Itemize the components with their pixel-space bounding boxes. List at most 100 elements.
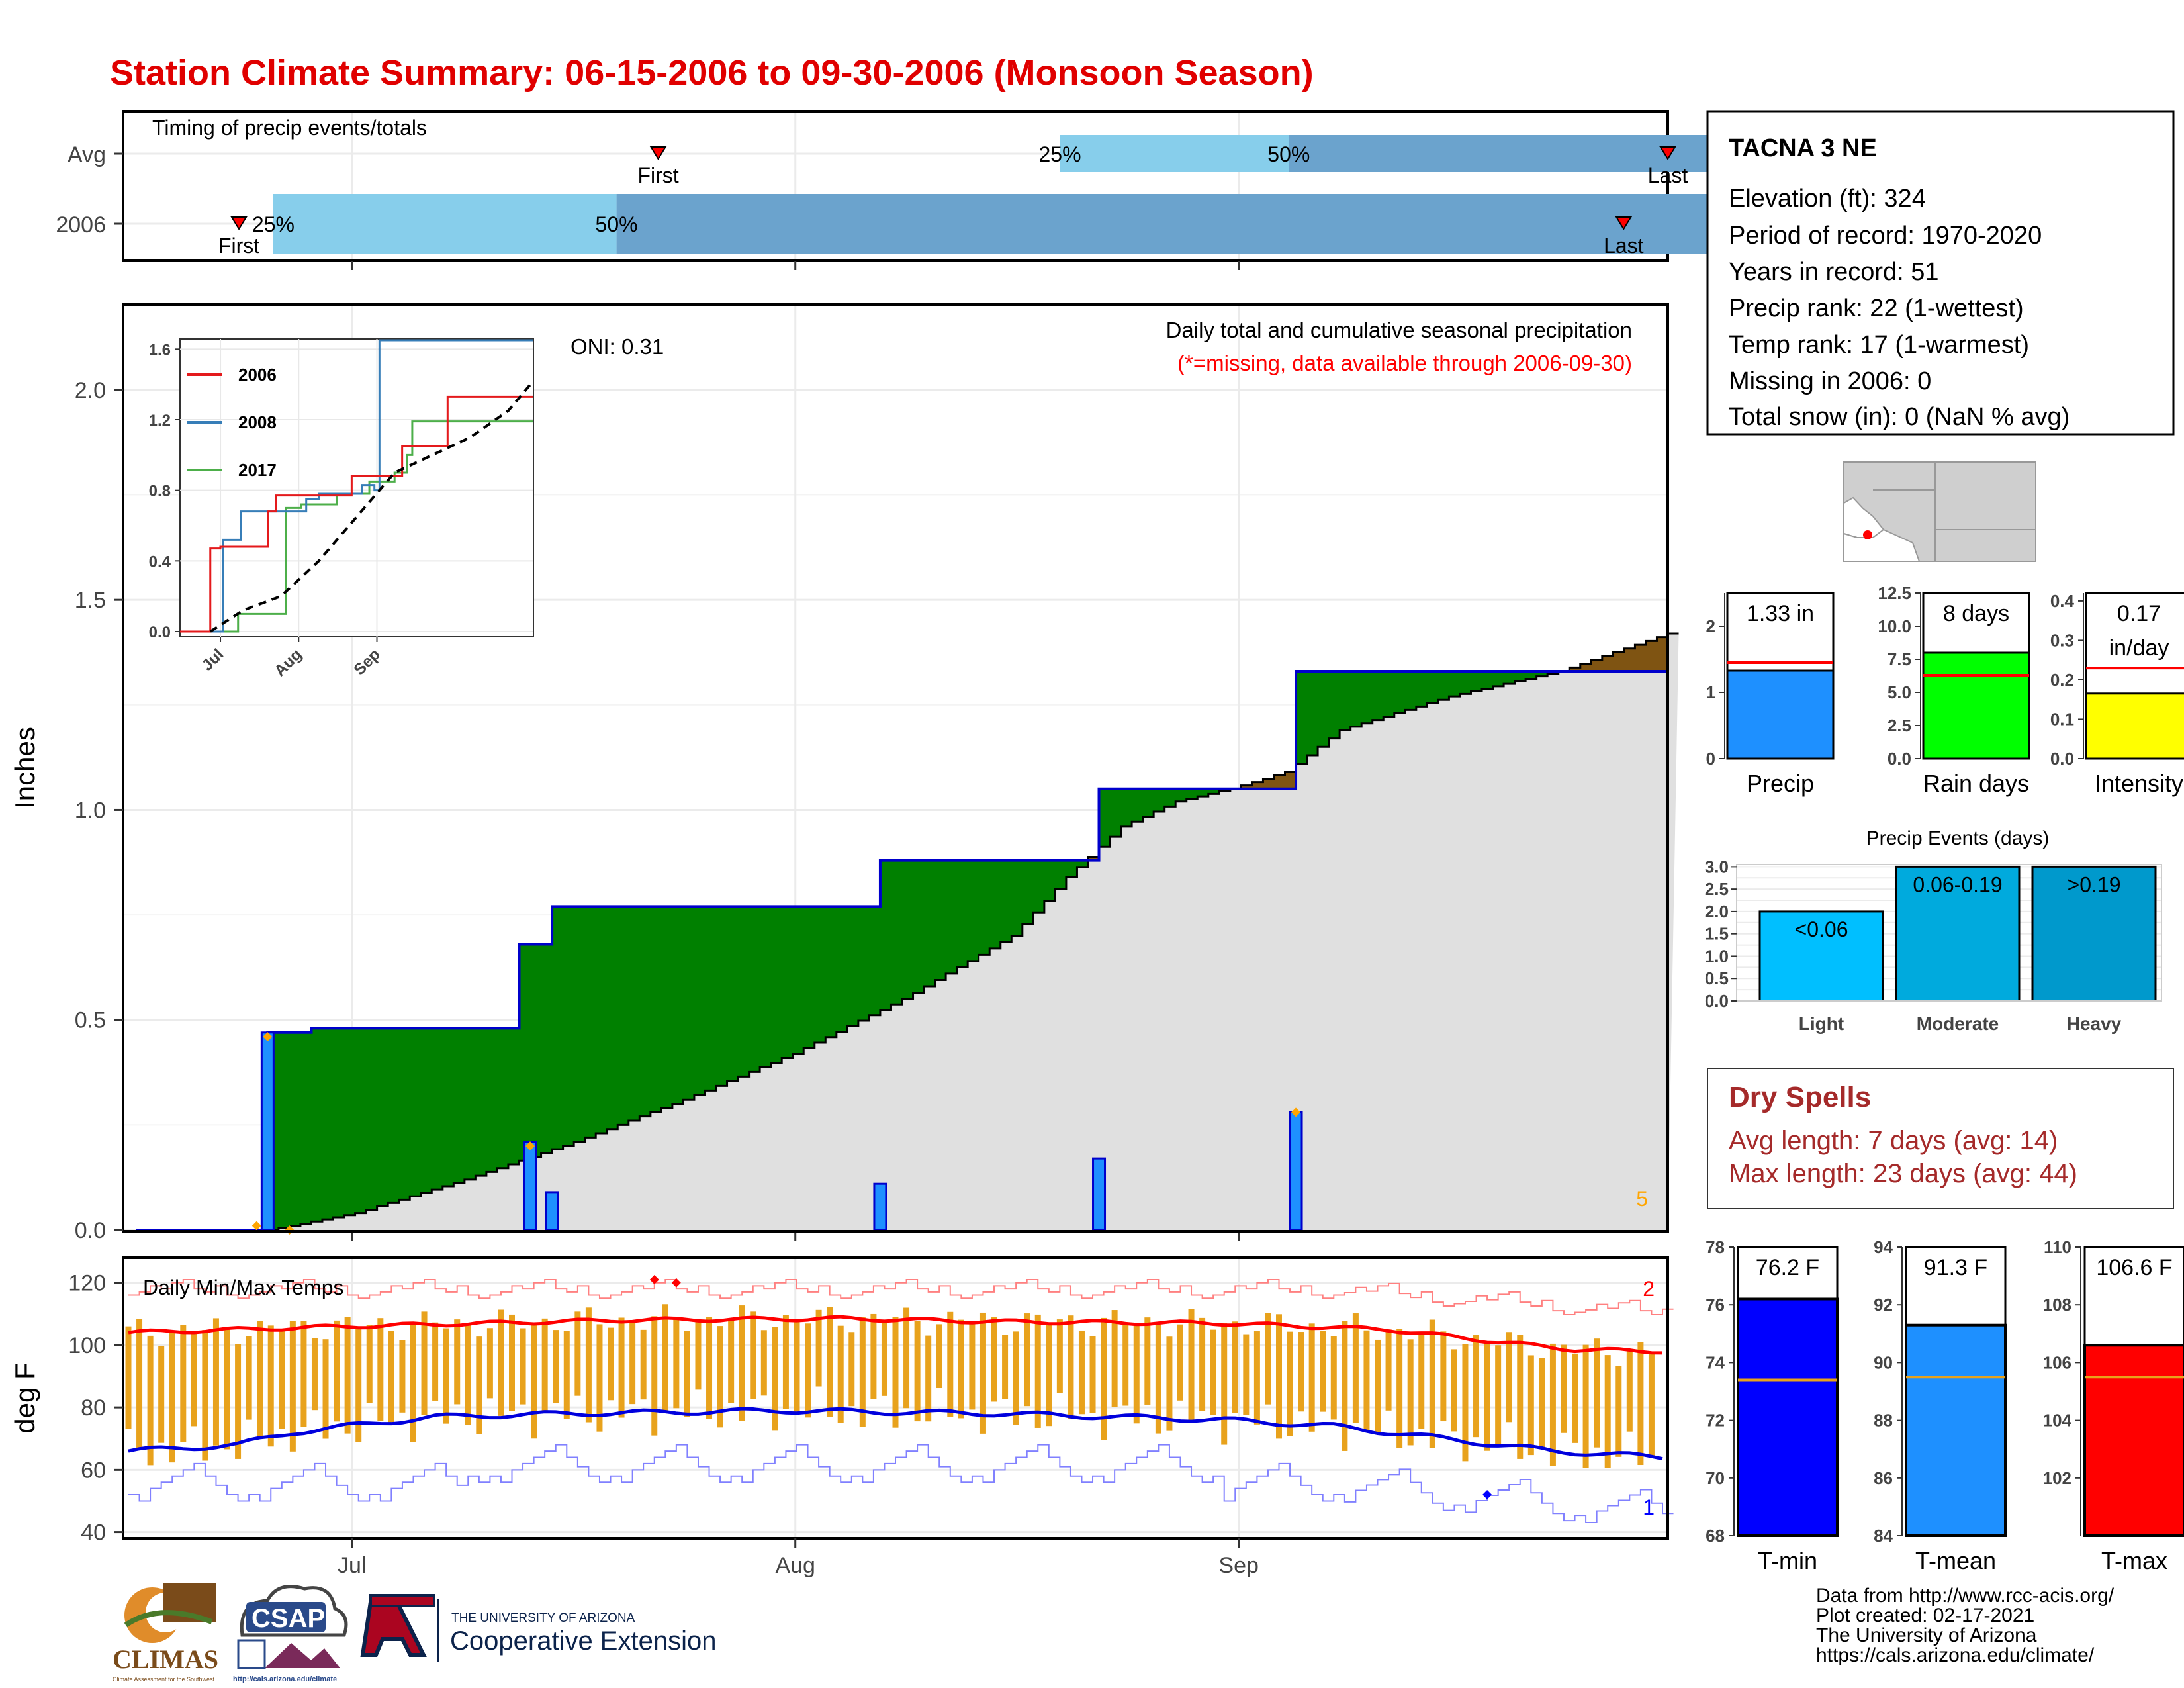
daily-temp-bar bbox=[355, 1328, 362, 1442]
station-snow: Total snow (in): 0 (NaN % avg) bbox=[1729, 403, 2070, 431]
temp-summary-tick-label: 88 bbox=[1874, 1411, 1893, 1430]
daily-temp-bar bbox=[1429, 1319, 1435, 1448]
daily-temp-bar bbox=[443, 1328, 449, 1424]
daily-temp-bar bbox=[979, 1312, 986, 1434]
daily-temp-bar bbox=[1561, 1344, 1567, 1433]
chart-title: Station Climate Summary: 06-15-2006 to 0… bbox=[110, 53, 1314, 93]
footer-url: https://cals.arizona.edu/climate/ bbox=[1816, 1644, 2095, 1666]
daily-temp-bar bbox=[1330, 1336, 1337, 1420]
timing-last-marker bbox=[1659, 146, 1676, 160]
precip-tick-label: 0 bbox=[1706, 749, 1715, 769]
precip-tick-label: 2 bbox=[1706, 616, 1715, 636]
temp-x-tick-label: Jul bbox=[338, 1553, 366, 1578]
timing-bar-50-75 bbox=[616, 194, 1747, 254]
daily-temp-bar bbox=[596, 1324, 603, 1432]
daily-temp-bar bbox=[1232, 1321, 1238, 1413]
rain_days-value-label: 8 days bbox=[1943, 601, 2009, 626]
precip-y-tick-label: 0.5 bbox=[75, 1008, 106, 1033]
daily-temp-bar bbox=[1221, 1323, 1228, 1445]
daily-precip-bar bbox=[1289, 1111, 1303, 1231]
events-y-tick-label: 0.5 bbox=[1705, 968, 1729, 988]
daily-temp-bar bbox=[1582, 1344, 1589, 1468]
events-category-label: Heavy bbox=[2067, 1013, 2122, 1034]
daily-temp-bar bbox=[1188, 1309, 1195, 1423]
precip-events-panel: Precip Events (days) <0.06 Light 0.06-0.19… bbox=[1705, 827, 2162, 1034]
intensity-tick-label: 0.2 bbox=[2050, 670, 2074, 690]
tmax-record-marker bbox=[671, 1278, 681, 1288]
temps-y-axis-title: deg F bbox=[9, 1362, 40, 1433]
daily-temp-bar bbox=[476, 1336, 482, 1434]
precip-category-label: Precip bbox=[1747, 770, 1814, 797]
daily-temp-bar bbox=[739, 1305, 745, 1421]
daily-temp-bar bbox=[235, 1344, 242, 1459]
daily-temp-bar bbox=[1484, 1342, 1490, 1451]
ua-logo: THE UNIVERSITY OF ARIZONA Cooperative Ex… bbox=[360, 1594, 716, 1662]
events-bar-moderate bbox=[1895, 865, 2021, 1002]
daily-temp-bar bbox=[399, 1340, 406, 1413]
precip-value-label: 1.33 in bbox=[1747, 601, 1814, 626]
daily-temp-bar bbox=[1375, 1339, 1381, 1432]
events-y-tick-label: 2.0 bbox=[1705, 902, 1729, 921]
precip-y-tick-label: 1.5 bbox=[75, 588, 106, 613]
events-category-label: Light bbox=[1799, 1013, 1844, 1034]
daily-temp-bar bbox=[1265, 1313, 1271, 1405]
temp-summary-tick-label: 110 bbox=[2044, 1237, 2071, 1257]
temp-x-tick-label: Aug bbox=[775, 1553, 815, 1578]
daily-temp-bar bbox=[1385, 1329, 1392, 1411]
daily-temp-bar bbox=[1594, 1338, 1600, 1448]
daily-temp-bar bbox=[1440, 1331, 1447, 1422]
station-elevation: Elevation (ft): 324 bbox=[1729, 185, 1926, 212]
daily-temp-bar bbox=[191, 1333, 197, 1427]
events-y-tick-label: 1.5 bbox=[1705, 924, 1729, 944]
timing-panel: Timing of precip events/totals Avg 2006 … bbox=[56, 110, 1768, 270]
temp-summary-bar-t-min bbox=[1737, 1297, 1839, 1537]
temp-summary-tick-label: 90 bbox=[1874, 1352, 1893, 1372]
temp-summary-tick-label: 78 bbox=[1706, 1237, 1725, 1257]
daily-temp-bar bbox=[728, 1321, 735, 1403]
daily-temp-bar bbox=[1210, 1329, 1216, 1415]
daily-temp-bar bbox=[684, 1331, 690, 1418]
daily-temp-bar bbox=[300, 1321, 307, 1427]
precip-y-tick-label: 1.0 bbox=[75, 798, 106, 823]
daily-temp-bar bbox=[180, 1325, 187, 1442]
events-y-tick-label: 1.0 bbox=[1705, 946, 1729, 966]
temp-summary-tick-label: 92 bbox=[1874, 1295, 1893, 1315]
daily-temp-bar bbox=[618, 1317, 625, 1418]
ua-logo-extension: Cooperative Extension bbox=[450, 1626, 716, 1656]
rain_days-category-label: Rain days bbox=[1923, 770, 2029, 797]
daily-temp-bar bbox=[903, 1307, 910, 1409]
climas-logo-wave bbox=[124, 1610, 213, 1628]
station-period: Period of record: 1970-2020 bbox=[1729, 222, 2042, 250]
events-plot-frame bbox=[1736, 864, 2162, 1002]
daily-temp-bar bbox=[1539, 1358, 1545, 1448]
temp-summary-tick-label: 76 bbox=[1706, 1295, 1725, 1315]
daily-temp-bar bbox=[1068, 1315, 1074, 1419]
temp-summary-tick-label: 68 bbox=[1706, 1526, 1725, 1546]
events-y-tick-label: 3.0 bbox=[1705, 857, 1729, 876]
daily-temp-bar bbox=[311, 1338, 318, 1411]
oni-value: ONI: 0.31 bbox=[570, 334, 664, 359]
temp-summary-tick-label: 102 bbox=[2043, 1468, 2071, 1488]
daily-temp-bar bbox=[202, 1330, 208, 1461]
daily-temp-bar bbox=[1342, 1321, 1348, 1451]
footer-plot-date: Plot created: 02-17-2021 bbox=[1816, 1605, 2034, 1626]
daily-temp-bar bbox=[1013, 1331, 1019, 1425]
daily-temp-bar bbox=[1648, 1351, 1655, 1458]
daily-temp-bar bbox=[279, 1331, 285, 1429]
inset-legend-label: 2008 bbox=[238, 412, 277, 432]
precip-corner-count: 5 bbox=[1636, 1187, 1648, 1211]
daily-temp-bar bbox=[498, 1309, 504, 1416]
daily-temp-bar bbox=[322, 1339, 329, 1439]
daily-temp-bar bbox=[1122, 1323, 1129, 1406]
station-missing: Missing in 2006: 0 bbox=[1729, 367, 1931, 395]
station-precip-rank: Precip rank: 22 (1-wettest) bbox=[1729, 295, 2024, 322]
timing-label: Timing of precip events/totals bbox=[152, 116, 427, 140]
inset-avg-line bbox=[209, 380, 535, 633]
intensity-tick-label: 0.4 bbox=[2050, 591, 2075, 611]
rain_days-tick-label: 2.5 bbox=[1888, 716, 1911, 735]
below-avg-area bbox=[1087, 637, 1668, 861]
events-category-label: Moderate bbox=[1917, 1013, 1999, 1034]
daily-temp-bar bbox=[936, 1324, 942, 1389]
daily-temp-bar bbox=[1308, 1323, 1315, 1432]
intensity-tick-label: 0.3 bbox=[2050, 630, 2074, 650]
